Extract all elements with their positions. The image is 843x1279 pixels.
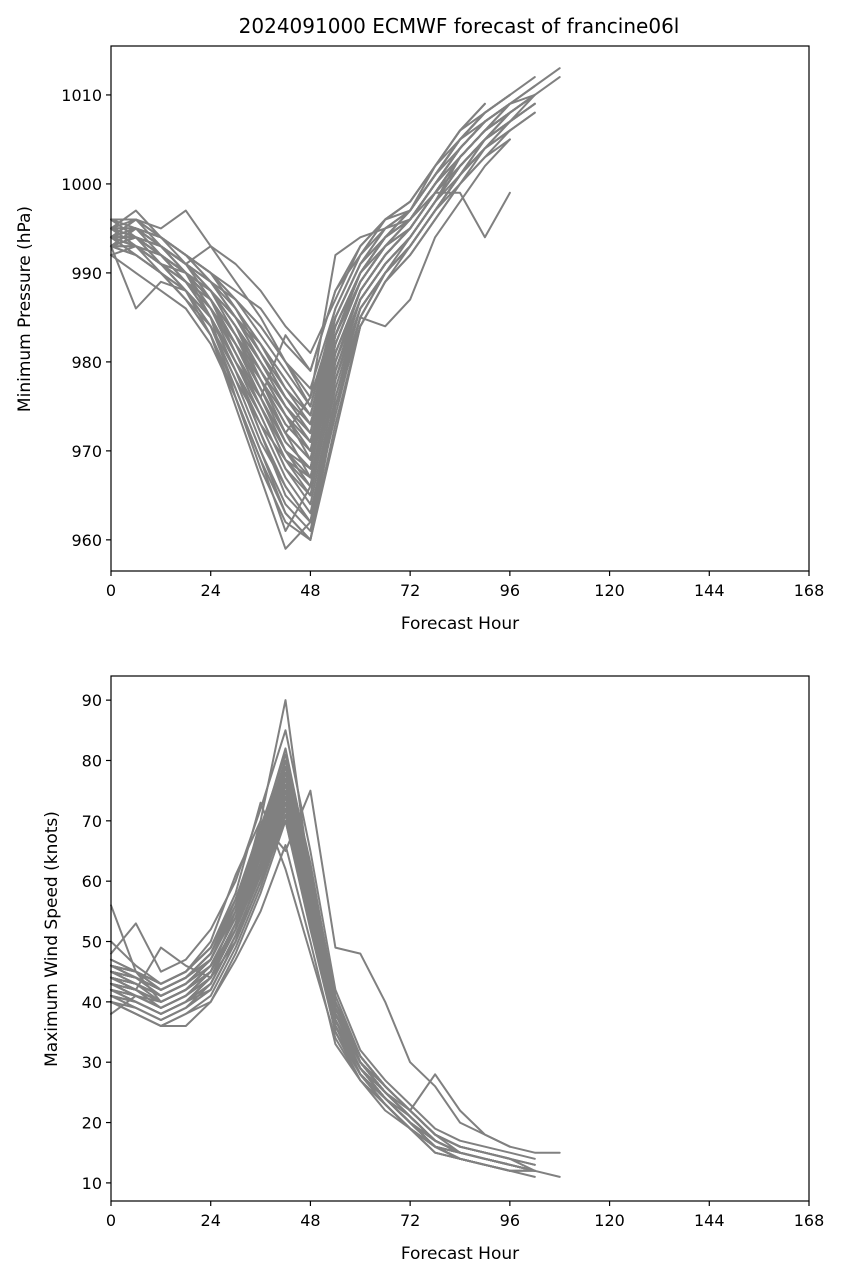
wind-y-tick-label: 90 [82, 691, 102, 710]
pressure-y-axis-label: Minimum Pressure (hPa) [15, 206, 35, 412]
pressure-member-line-46 [110, 147, 486, 524]
wind-x-ticks: 0 24 48 72 96 120 144 168 [106, 1201, 824, 1230]
pressure-x-tick-label: 120 [594, 581, 625, 600]
wind-y-axis-label: Maximum Wind Speed (knots) [42, 811, 62, 1067]
pressure-member-line-37 [110, 129, 511, 541]
wind-series-group [110, 699, 561, 1178]
wind-axes-frame [110, 675, 810, 1202]
wind-member-line-28 [110, 765, 511, 1166]
pressure-y-ticks: 960 970 980 990 1000 1010 [61, 86, 111, 550]
wind-y-ticks: 10 20 30 40 50 60 70 80 90 [82, 691, 111, 1193]
wind-member-line-46 [110, 759, 511, 1160]
wind-y-tick-label: 40 [82, 993, 102, 1012]
pressure-member-line-39 [110, 102, 536, 488]
wind-member-line-39 [110, 771, 486, 1160]
wind-member-line-48 [110, 783, 486, 1160]
pressure-y-tick-label: 960 [71, 531, 102, 550]
wind-y-tick-label: 80 [82, 751, 102, 770]
wind-x-tick-label: 96 [500, 1211, 520, 1230]
pressure-x-tick-label: 144 [694, 581, 725, 600]
pressure-member-line-50 [110, 111, 511, 461]
wind-y-tick-label: 20 [82, 1114, 102, 1133]
pressure-member-line-49 [110, 120, 486, 426]
wind-y-tick-label: 30 [82, 1053, 102, 1072]
wind-member-line-3 [110, 771, 511, 1166]
wind-y-tick-label: 60 [82, 872, 102, 891]
pressure-x-tick-label: 24 [201, 581, 221, 600]
wind-member-line-11 [110, 801, 536, 1172]
wind-y-tick-label: 10 [82, 1174, 102, 1193]
wind-member-line-22 [110, 771, 511, 1166]
pressure-x-tick-label: 0 [106, 581, 116, 600]
wind-x-tick-label: 0 [106, 1211, 116, 1230]
wind-member-line-1 [110, 699, 561, 1178]
wind-x-axis-label: Forecast Hour [401, 1244, 519, 1264]
wind-member-line-43 [110, 801, 511, 1166]
wind-x-tick-label: 24 [201, 1211, 221, 1230]
pressure-member-line-8 [110, 93, 511, 408]
pressure-member-line-48 [110, 93, 536, 479]
pressure-member-line-15 [110, 102, 486, 372]
wind-x-tick-label: 72 [400, 1211, 420, 1230]
wind-x-tick-label: 120 [594, 1211, 625, 1230]
wind-member-line-32 [110, 801, 536, 1172]
wind-x-tick-label: 168 [794, 1211, 825, 1230]
pressure-x-axis-label: Forecast Hour [401, 614, 519, 634]
pressure-x-ticks: 0 24 48 72 96 120 144 168 [106, 571, 824, 600]
pressure-y-tick-label: 970 [71, 442, 102, 461]
pressure-axes-frame [110, 45, 810, 572]
wind-member-line-31 [110, 765, 511, 1160]
pressure-y-tick-label: 990 [71, 264, 102, 283]
pressure-x-tick-label: 48 [300, 581, 320, 600]
pressure-member-line-30 [110, 147, 486, 524]
pressure-x-tick-label: 168 [794, 581, 825, 600]
pressure-panel: 0 24 48 72 96 120 144 168 96097098099010001010 … [15, 45, 824, 634]
pressure-member-line-51 [110, 93, 511, 390]
pressure-member-line-27 [110, 102, 486, 399]
pressure-y-tick-label: 980 [71, 353, 102, 372]
wind-y-tick-label: 50 [82, 933, 102, 952]
pressure-x-tick-label: 96 [500, 581, 520, 600]
pressure-x-tick-label: 72 [400, 581, 420, 600]
chart-title: 2024091000 ECMWF forecast of francine06l [239, 14, 680, 38]
wind-member-line-18 [110, 789, 511, 1148]
pressure-member-line-40 [110, 191, 511, 461]
pressure-y-tick-label: 1000 [61, 175, 102, 194]
pressure-series-group [110, 67, 561, 550]
pressure-member-line-17 [110, 120, 486, 354]
pressure-y-tick-label: 1010 [61, 86, 102, 105]
wind-member-line-49 [110, 789, 511, 1166]
wind-y-tick-label: 70 [82, 812, 102, 831]
wind-member-line-50 [110, 765, 561, 1154]
wind-x-tick-label: 48 [300, 1211, 320, 1230]
wind-panel: 0 24 48 72 96 120 144 168 10 20 30 40 50 60 70 80 90 Fo… [42, 675, 824, 1264]
wind-x-tick-label: 144 [694, 1211, 725, 1230]
